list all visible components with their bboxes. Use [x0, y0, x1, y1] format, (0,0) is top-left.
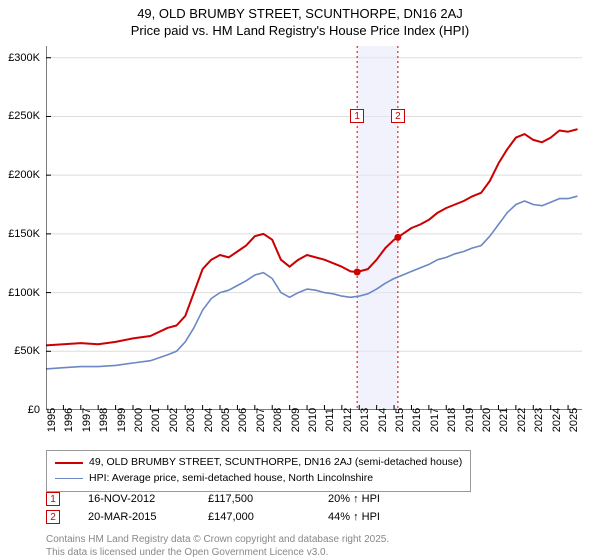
x-tick-label: 2025	[568, 408, 580, 432]
title-block: 49, OLD BRUMBY STREET, SCUNTHORPE, DN16 …	[0, 0, 600, 38]
x-tick-label: 1995	[46, 408, 58, 432]
footer-line2: This data is licensed under the Open Gov…	[46, 547, 389, 560]
y-axis-labels: £0£50K£100K£150K£200K£250K£300K	[0, 46, 44, 410]
x-tick-label: 2000	[133, 408, 145, 432]
x-tick-label: 2023	[533, 408, 545, 432]
x-tick-label: 2020	[481, 408, 493, 432]
x-tick-label: 2012	[342, 408, 354, 432]
y-tick-label: £0	[28, 404, 40, 416]
chart-container: 49, OLD BRUMBY STREET, SCUNTHORPE, DN16 …	[0, 0, 600, 560]
legend-swatch	[55, 478, 83, 479]
legend-label: 49, OLD BRUMBY STREET, SCUNTHORPE, DN16 …	[89, 455, 462, 471]
y-tick-label: £300K	[8, 52, 40, 64]
x-tick-label: 2005	[220, 408, 232, 432]
sale-marker-chart: 1	[350, 109, 364, 123]
x-tick-label: 2009	[290, 408, 302, 432]
sale-marker-icon: 2	[46, 510, 60, 524]
x-tick-label: 2018	[446, 408, 458, 432]
x-tick-label: 2013	[359, 408, 371, 432]
x-tick-label: 2003	[185, 408, 197, 432]
x-tick-label: 2022	[516, 408, 528, 432]
x-tick-label: 2007	[255, 408, 267, 432]
y-tick-label: £50K	[14, 345, 40, 357]
sale-date: 20-MAR-2015	[88, 511, 180, 523]
footer-attribution: Contains HM Land Registry data © Crown c…	[46, 534, 389, 559]
sales-table: 1 16-NOV-2012 £117,500 20% ↑ HPI 2 20-MAR-201…	[46, 492, 420, 528]
legend-label: HPI: Average price, semi-detached house,…	[89, 471, 373, 487]
x-tick-label: 1999	[116, 408, 128, 432]
sale-marker-icon: 1	[46, 492, 60, 506]
x-axis-labels: 1995199619971998199920002001200220032004…	[46, 414, 582, 454]
x-tick-label: 1998	[98, 408, 110, 432]
footer-line1: Contains HM Land Registry data © Crown c…	[46, 534, 389, 547]
x-tick-label: 2015	[394, 408, 406, 432]
x-tick-label: 1997	[81, 408, 93, 432]
x-tick-label: 2016	[411, 408, 423, 432]
y-tick-label: £150K	[8, 228, 40, 240]
sale-marker-chart: 2	[391, 109, 405, 123]
chart-svg	[46, 46, 582, 410]
y-tick-label: £200K	[8, 169, 40, 181]
x-tick-label: 2001	[150, 408, 162, 432]
x-tick-label: 1996	[63, 408, 75, 432]
sale-row: 1 16-NOV-2012 £117,500 20% ↑ HPI	[46, 492, 420, 506]
x-tick-label: 2024	[551, 408, 563, 432]
x-tick-label: 2011	[324, 408, 336, 432]
legend-swatch	[55, 462, 83, 464]
x-tick-label: 2017	[429, 408, 441, 432]
y-tick-label: £250K	[8, 110, 40, 122]
sale-price: £147,000	[208, 511, 300, 523]
x-tick-label: 2010	[307, 408, 319, 432]
x-tick-label: 2004	[203, 408, 215, 432]
sale-date: 16-NOV-2012	[88, 493, 180, 505]
legend: 49, OLD BRUMBY STREET, SCUNTHORPE, DN16 …	[46, 450, 471, 492]
x-tick-label: 2002	[168, 408, 180, 432]
x-tick-label: 2021	[498, 408, 510, 432]
chart-area: 12	[46, 46, 582, 410]
sale-delta: 20% ↑ HPI	[328, 493, 420, 505]
title-subtitle: Price paid vs. HM Land Registry's House …	[0, 23, 600, 38]
y-tick-label: £100K	[8, 287, 40, 299]
legend-row: HPI: Average price, semi-detached house,…	[55, 471, 462, 487]
sale-row: 2 20-MAR-2015 £147,000 44% ↑ HPI	[46, 510, 420, 524]
title-address: 49, OLD BRUMBY STREET, SCUNTHORPE, DN16 …	[0, 6, 600, 21]
sale-price: £117,500	[208, 493, 300, 505]
sale-delta: 44% ↑ HPI	[328, 511, 420, 523]
x-tick-label: 2008	[272, 408, 284, 432]
x-tick-label: 2006	[237, 408, 249, 432]
legend-row: 49, OLD BRUMBY STREET, SCUNTHORPE, DN16 …	[55, 455, 462, 471]
x-tick-label: 2014	[377, 408, 389, 432]
x-tick-label: 2019	[464, 408, 476, 432]
